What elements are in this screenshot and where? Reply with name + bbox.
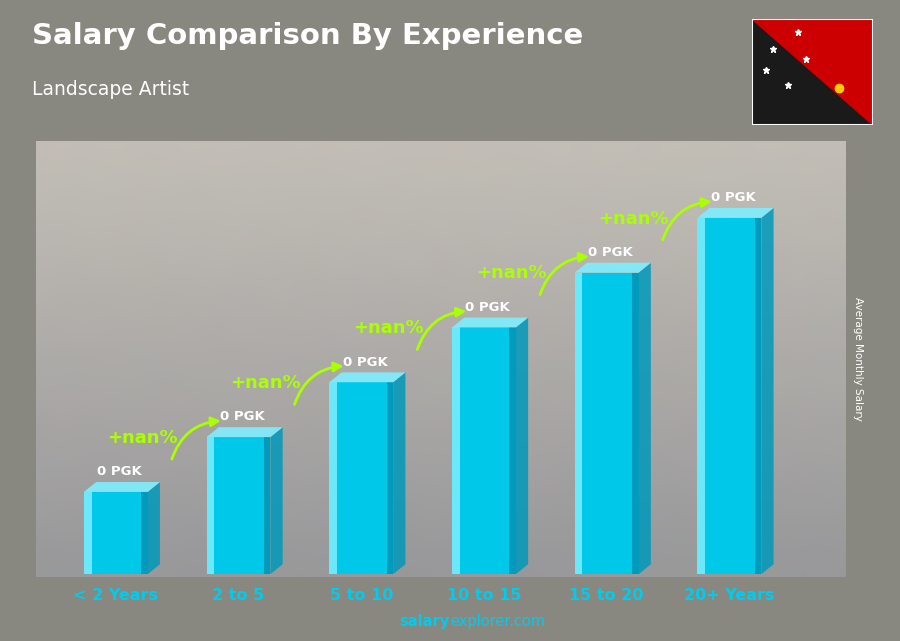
Text: 0 PGK: 0 PGK [465, 301, 510, 313]
Bar [387, 382, 393, 574]
Bar [575, 272, 639, 574]
Bar [207, 437, 214, 574]
Polygon shape [84, 482, 160, 492]
Bar [329, 382, 393, 574]
Text: 0 PGK: 0 PGK [343, 356, 387, 369]
Polygon shape [752, 19, 873, 125]
Polygon shape [148, 482, 160, 574]
Text: 0 PGK: 0 PGK [220, 410, 265, 424]
Text: +nan%: +nan% [353, 319, 424, 337]
Text: +nan%: +nan% [598, 210, 669, 228]
Polygon shape [270, 427, 283, 574]
Polygon shape [516, 317, 528, 574]
Polygon shape [761, 208, 774, 574]
Y-axis label: Average Monthly Salary: Average Monthly Salary [852, 297, 863, 421]
Text: 0 PGK: 0 PGK [711, 191, 755, 204]
Bar [84, 492, 148, 574]
Polygon shape [207, 427, 283, 437]
Bar [575, 272, 582, 574]
Polygon shape [752, 19, 873, 125]
Text: +nan%: +nan% [475, 265, 546, 283]
Bar [632, 272, 639, 574]
Text: 0 PGK: 0 PGK [588, 246, 633, 259]
Polygon shape [639, 263, 651, 574]
Text: Landscape Artist: Landscape Artist [32, 80, 189, 99]
Text: +nan%: +nan% [107, 429, 178, 447]
Text: +nan%: +nan% [230, 374, 301, 392]
Bar [207, 437, 270, 574]
Text: explorer.com: explorer.com [450, 615, 545, 629]
Bar [698, 218, 761, 574]
Polygon shape [575, 263, 651, 272]
Bar [329, 382, 337, 574]
Polygon shape [452, 317, 528, 328]
Polygon shape [698, 208, 774, 218]
Polygon shape [393, 372, 405, 574]
Bar [698, 218, 706, 574]
Text: 0 PGK: 0 PGK [97, 465, 142, 478]
Text: salary: salary [400, 615, 450, 629]
Bar [452, 328, 460, 574]
Polygon shape [329, 372, 405, 382]
Bar [755, 218, 761, 574]
Bar [452, 328, 516, 574]
Bar [141, 492, 148, 574]
Bar [84, 492, 92, 574]
Bar [509, 328, 516, 574]
Bar [264, 437, 270, 574]
Text: Salary Comparison By Experience: Salary Comparison By Experience [32, 22, 583, 51]
